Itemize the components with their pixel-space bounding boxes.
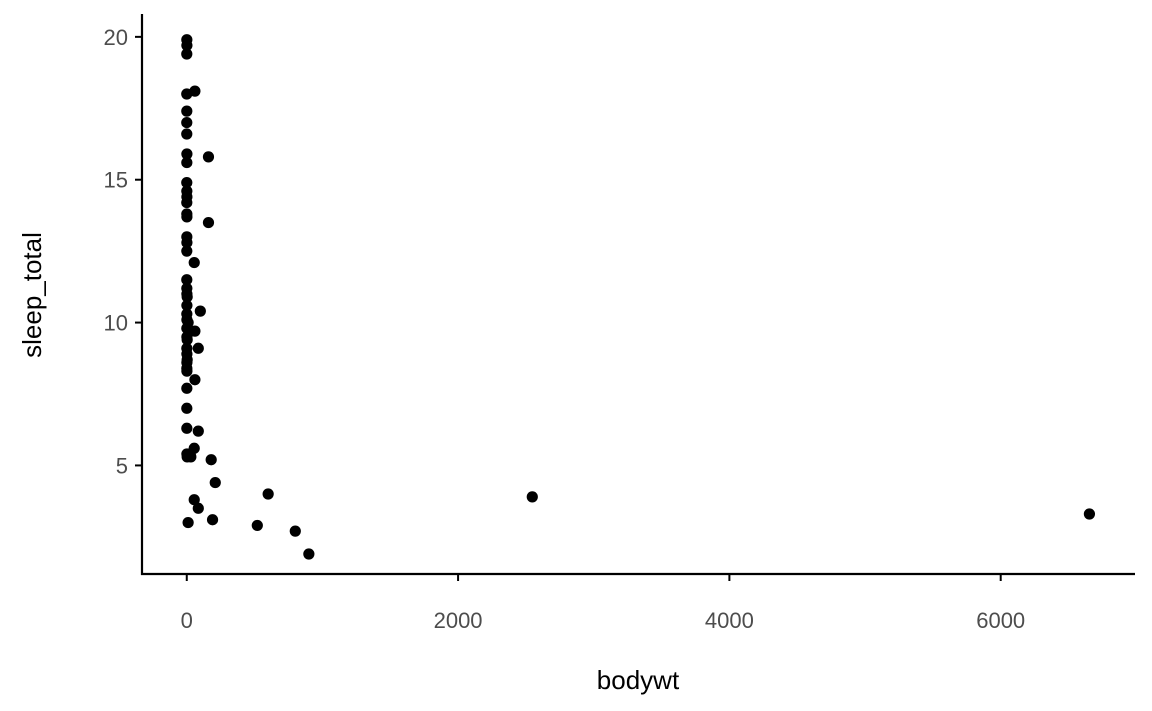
data-point	[181, 39, 193, 52]
y-tick-label: 20	[104, 25, 128, 50]
data-point	[181, 105, 193, 117]
data-point	[182, 516, 194, 529]
data-point	[181, 274, 193, 286]
data-point	[189, 374, 201, 386]
data-point	[181, 291, 193, 303]
data-point	[181, 334, 193, 346]
y-tick-label: 5	[116, 453, 128, 478]
y-axis-ticks: 5 10 15 20	[104, 25, 142, 478]
data-point	[181, 365, 193, 377]
data-point	[181, 156, 193, 169]
data-point	[181, 116, 193, 129]
data-point	[181, 148, 193, 160]
data-point	[188, 256, 200, 269]
data-point	[181, 128, 193, 140]
data-point	[181, 402, 193, 414]
data-point	[202, 216, 215, 229]
data-point	[262, 488, 274, 500]
data-point	[181, 236, 193, 249]
y-axis-title: sleep_total	[17, 232, 47, 358]
data-point	[189, 325, 201, 337]
data-point	[289, 525, 301, 537]
data-point	[181, 211, 193, 223]
y-tick-label: 10	[104, 311, 128, 336]
x-tick-label: 0	[181, 608, 193, 633]
data-point	[206, 514, 219, 526]
data-point	[185, 451, 197, 463]
x-axis-title: bodywt	[597, 665, 680, 695]
data-point	[205, 454, 217, 466]
data-point	[181, 196, 193, 209]
data-point	[202, 151, 215, 163]
data-point	[181, 422, 193, 434]
data-point	[192, 502, 204, 514]
points-layer	[181, 34, 1096, 560]
data-point	[181, 299, 193, 312]
data-point	[181, 48, 193, 60]
x-axis-ticks: 0 2000 4000 6000	[181, 574, 1025, 633]
y-tick-label: 15	[104, 168, 128, 193]
x-tick-label: 4000	[705, 608, 754, 633]
data-point	[303, 548, 315, 560]
data-point	[188, 494, 200, 506]
data-point	[526, 491, 538, 503]
data-point	[209, 476, 221, 489]
data-point	[192, 342, 204, 354]
data-point	[251, 519, 263, 532]
x-tick-label: 6000	[976, 608, 1025, 633]
data-point	[181, 245, 193, 257]
data-point	[181, 382, 193, 394]
data-point	[192, 425, 204, 437]
data-point	[181, 176, 193, 189]
x-tick-label: 2000	[434, 608, 483, 633]
data-point	[1083, 508, 1096, 520]
data-point	[189, 85, 201, 97]
data-point	[194, 305, 206, 317]
